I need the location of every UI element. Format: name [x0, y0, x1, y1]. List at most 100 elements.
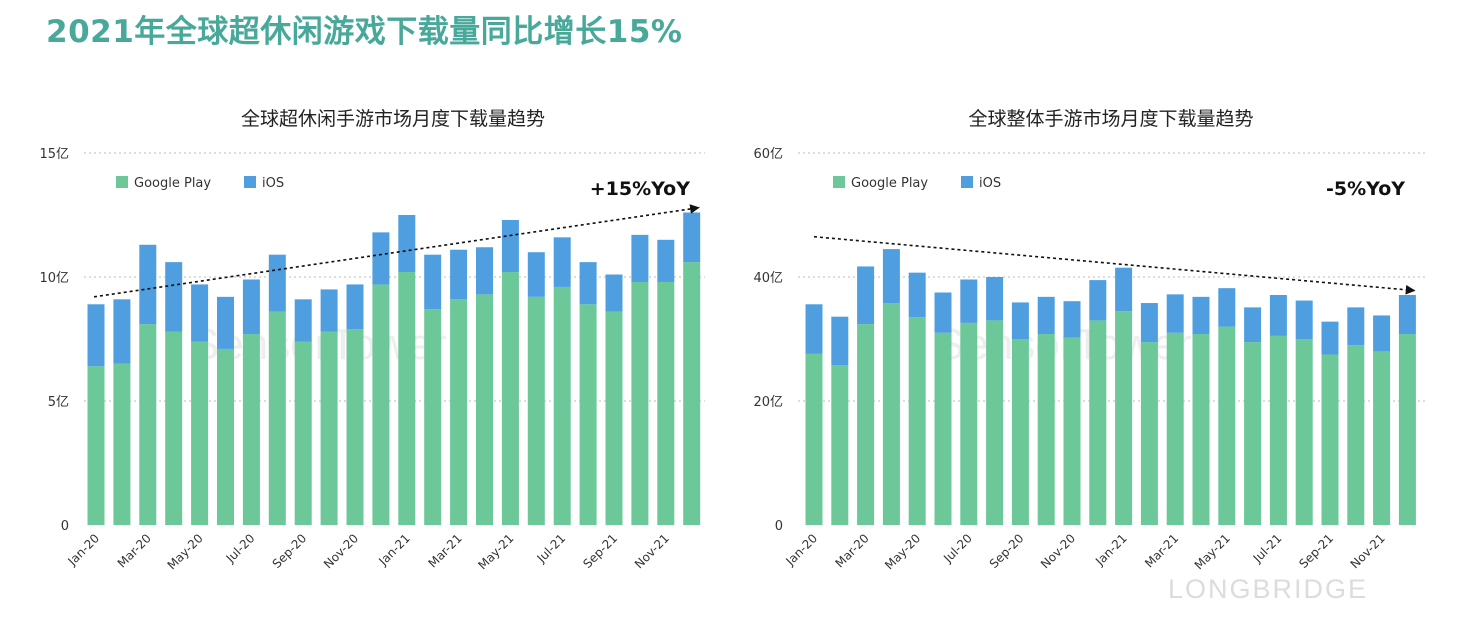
x-tick-label: Mar-20 — [832, 531, 871, 570]
bar-google-play — [1321, 354, 1339, 525]
bar-google-play — [1115, 311, 1133, 525]
bar-ios — [553, 237, 571, 287]
bar-ios — [476, 247, 493, 295]
longbridge-watermark: LONGBRIDGE — [1168, 574, 1369, 604]
bar-ios — [1373, 315, 1391, 352]
bar-ios — [831, 316, 849, 366]
page-title: 2021年全球超休闲游戏下载量同比增长15% — [46, 14, 683, 50]
bar-google-play — [113, 363, 131, 525]
legend-label-ios: iOS — [262, 176, 284, 191]
bar-google-play — [960, 322, 978, 525]
chart-2: 全球整体手游市场月度下载量趋势 0 20亿 40亿 60亿 Google Play iOS J… — [753, 108, 1425, 572]
bar-google-play — [346, 329, 364, 525]
bar-ios — [605, 274, 623, 312]
x-tick-label: Jul-20 — [940, 531, 975, 566]
yoy-annotation: -5%YoY — [1326, 178, 1405, 200]
bar-google-play — [217, 348, 234, 525]
bar-google-play — [242, 334, 260, 525]
legend-label-ios: iOS — [979, 176, 1001, 191]
x-tick-label: Jan-21 — [1092, 531, 1130, 569]
bar-ios — [372, 232, 390, 285]
bar-google-play — [268, 311, 286, 525]
y-tick-label: 40亿 — [753, 271, 783, 286]
bar-ios — [986, 277, 1004, 321]
bar-ios — [657, 239, 675, 282]
bar-google-play — [398, 272, 416, 525]
x-tick-label: Mar-21 — [425, 531, 464, 570]
bar-ios — [398, 215, 416, 273]
x-tick-label: May-20 — [165, 531, 206, 572]
bar-ios — [424, 254, 442, 310]
bar-ios — [805, 304, 823, 354]
legend-swatch-google-play — [833, 176, 845, 188]
x-tick-label: Jan-21 — [375, 531, 413, 569]
bar-google-play — [882, 303, 900, 525]
bar-ios — [1089, 280, 1107, 321]
bar-google-play — [1295, 339, 1313, 525]
x-tick-label: Nov-20 — [321, 531, 361, 571]
x-tick-label: Jan-20 — [65, 531, 103, 569]
bar-ios — [242, 279, 260, 335]
bar-ios — [87, 304, 105, 367]
bar-ios — [1166, 294, 1184, 333]
x-tick-label: May-20 — [882, 531, 923, 572]
legend-swatch-ios — [244, 176, 256, 188]
bar-google-play — [805, 353, 823, 525]
bar-google-play — [372, 284, 390, 525]
bar-google-play — [986, 320, 1004, 525]
bar-google-play — [450, 299, 468, 525]
bar-google-play — [1398, 334, 1416, 525]
bar-ios — [960, 279, 978, 323]
bar-google-play — [1244, 342, 1262, 525]
x-tick-label: Nov-21 — [1348, 531, 1388, 571]
bar-google-play — [1269, 335, 1287, 525]
bar-google-play — [1089, 320, 1107, 525]
bar-ios — [320, 289, 338, 332]
bar-google-play — [934, 332, 952, 525]
x-tick-label: Jan-20 — [783, 531, 821, 569]
y-tick-label: 10亿 — [39, 271, 69, 286]
bar-ios — [1115, 267, 1133, 312]
y-tick-label: 20亿 — [753, 395, 783, 410]
bar-google-play — [1011, 339, 1029, 525]
bar-google-play — [1373, 351, 1391, 525]
bar-ios — [1269, 294, 1287, 336]
y-tick-label: 60亿 — [753, 147, 783, 162]
legend-swatch-ios — [961, 176, 973, 188]
x-tick-label: Sep-21 — [580, 531, 620, 571]
bar-google-play — [320, 331, 338, 525]
x-tick-label: Jul-20 — [223, 531, 258, 566]
y-tick-label: 5亿 — [48, 395, 69, 410]
bar-google-play — [1192, 334, 1210, 525]
bar-ios — [1347, 307, 1365, 346]
x-tick-label: Nov-21 — [632, 531, 672, 571]
bar-google-play — [294, 341, 312, 525]
x-tick-label: Sep-20 — [987, 531, 1027, 571]
bar-ios — [450, 249, 468, 300]
bar-google-play — [501, 272, 519, 525]
x-tick-label: Mar-20 — [115, 531, 154, 570]
bar-google-play — [191, 341, 209, 525]
x-tick-label: Jul-21 — [1250, 531, 1285, 566]
chart-1: 全球超休闲手游市场月度下载量趋势 0 5亿 10亿 15亿 Google Play iOS J… — [39, 108, 705, 572]
bar-ios — [882, 249, 900, 304]
bar-ios — [1011, 302, 1029, 339]
bar-google-play — [1166, 332, 1184, 525]
bar-ios — [1321, 321, 1339, 355]
y-tick-label: 0 — [775, 519, 783, 534]
bar-ios — [1037, 296, 1055, 335]
chart-title: 全球整体手游市场月度下载量趋势 — [968, 108, 1253, 130]
bar-google-play — [165, 331, 183, 525]
bar-ios — [579, 262, 597, 305]
legend-swatch-google-play — [116, 176, 128, 188]
bar-google-play — [908, 317, 926, 525]
bar-ios — [527, 252, 545, 297]
bar-google-play — [87, 366, 105, 525]
bar-ios — [191, 284, 209, 342]
bar-google-play — [657, 281, 675, 525]
y-tick-label: 15亿 — [39, 147, 69, 162]
yoy-annotation: +15%YoY — [590, 178, 690, 200]
x-tick-label: Nov-20 — [1038, 531, 1078, 571]
bar-google-play — [527, 296, 545, 525]
